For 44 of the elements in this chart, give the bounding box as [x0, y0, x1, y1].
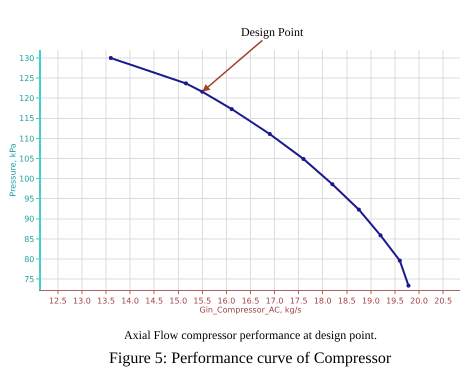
- x-tick-label: 14.5: [145, 296, 164, 306]
- y-tick-label: 110: [19, 134, 34, 144]
- annotation: Design Point: [241, 25, 304, 39]
- caption: Figure 5: Performance curve of Compressor: [109, 350, 392, 367]
- y-tick-label: 120: [19, 94, 34, 104]
- x-tick-label: 20.0: [410, 296, 428, 306]
- y-tick-label: 125: [19, 74, 34, 83]
- x-tick-label: 20.5: [434, 296, 452, 306]
- x-tick-label: 13.0: [73, 296, 91, 306]
- x-tick-label: 15.5: [193, 296, 212, 306]
- y-tick-label: 90: [24, 214, 34, 224]
- x-tick-label: 13.5: [97, 296, 115, 306]
- x-tick-label: 17.0: [266, 296, 284, 306]
- point: [108, 56, 113, 60]
- x-tick-label: 12.5: [48, 296, 67, 306]
- x-tick-label: 16.0: [218, 296, 236, 306]
- y-axis-title: Pressure, kPa: [8, 143, 18, 197]
- point: [378, 233, 383, 238]
- y-tick-label: 95: [24, 194, 34, 204]
- point: [230, 107, 234, 112]
- y-tick-label: 115: [19, 114, 34, 124]
- text: Axial Flow compressor performance at design point.: [124, 328, 377, 342]
- point: [356, 208, 361, 212]
- x-tick-label: 15.0: [169, 296, 188, 306]
- point: [184, 81, 188, 86]
- y-tick-label: 100: [19, 174, 34, 184]
- y-tick-label: 80: [24, 254, 34, 264]
- y-tick-label: 85: [24, 234, 34, 244]
- x-tick-label: 16.5: [242, 296, 260, 306]
- point: [330, 182, 334, 186]
- point: [268, 132, 272, 136]
- y-tick-label: 105: [19, 154, 34, 164]
- x-tick-label: 17.5: [290, 296, 308, 306]
- x-tick-label: 18.5: [338, 296, 356, 306]
- x-axis-title: Gin_Compressor_AC, kg/s: [200, 306, 302, 315]
- point: [398, 258, 402, 263]
- x-tick-label: 19.0: [362, 296, 380, 306]
- x-tick-label: 18.0: [314, 296, 332, 306]
- point: [301, 156, 306, 161]
- x-tick-label: 19.5: [386, 296, 404, 306]
- point: [406, 284, 410, 288]
- y-tick-label: 130: [19, 54, 34, 63]
- y-tick-label: 75: [24, 274, 34, 284]
- x-tick-label: 14.0: [121, 296, 140, 306]
